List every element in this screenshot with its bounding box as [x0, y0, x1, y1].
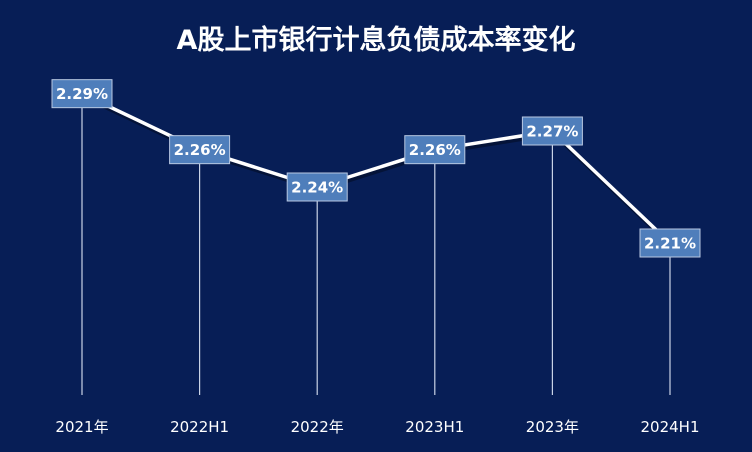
data-label-text: 2.26%: [174, 141, 226, 159]
x-tick-label: 2023年: [526, 418, 579, 436]
x-tick-label: 2022H1: [170, 418, 229, 436]
x-tick-label: 2021年: [55, 418, 108, 436]
data-label-text: 2.21%: [644, 235, 696, 253]
data-label-box: [51, 79, 113, 109]
data-label: 2.21%: [639, 228, 701, 258]
x-tick-label: 2022年: [291, 418, 344, 436]
data-labels: 2.29% 2.26% 2.24% 2.26% 2.27% 2.21%: [51, 79, 701, 258]
data-label-box: [639, 228, 701, 258]
drop-lines: [81, 93, 671, 395]
chart-title: A股上市银行计息负债成本率变化: [177, 24, 576, 56]
data-label-box: [521, 116, 583, 146]
data-label: 2.24%: [286, 172, 348, 202]
data-label-text: 2.27%: [526, 123, 578, 141]
x-axis-tick-labels: 2021年 2022H1 2022年 2023H1 2023年 2024H1: [55, 418, 699, 436]
x-tick-label: 2023H1: [405, 418, 464, 436]
data-label: 2.26%: [404, 135, 466, 165]
data-label-box: [169, 135, 231, 165]
data-label: 2.29%: [51, 79, 113, 109]
data-label-text: 2.29%: [56, 85, 108, 103]
data-label-box: [286, 172, 348, 202]
data-label: 2.27%: [521, 116, 583, 146]
data-label-box: [404, 135, 466, 165]
data-label-text: 2.26%: [409, 141, 461, 159]
data-label: 2.26%: [169, 135, 231, 165]
x-tick-label: 2024H1: [641, 418, 700, 436]
data-label-text: 2.24%: [291, 179, 343, 197]
